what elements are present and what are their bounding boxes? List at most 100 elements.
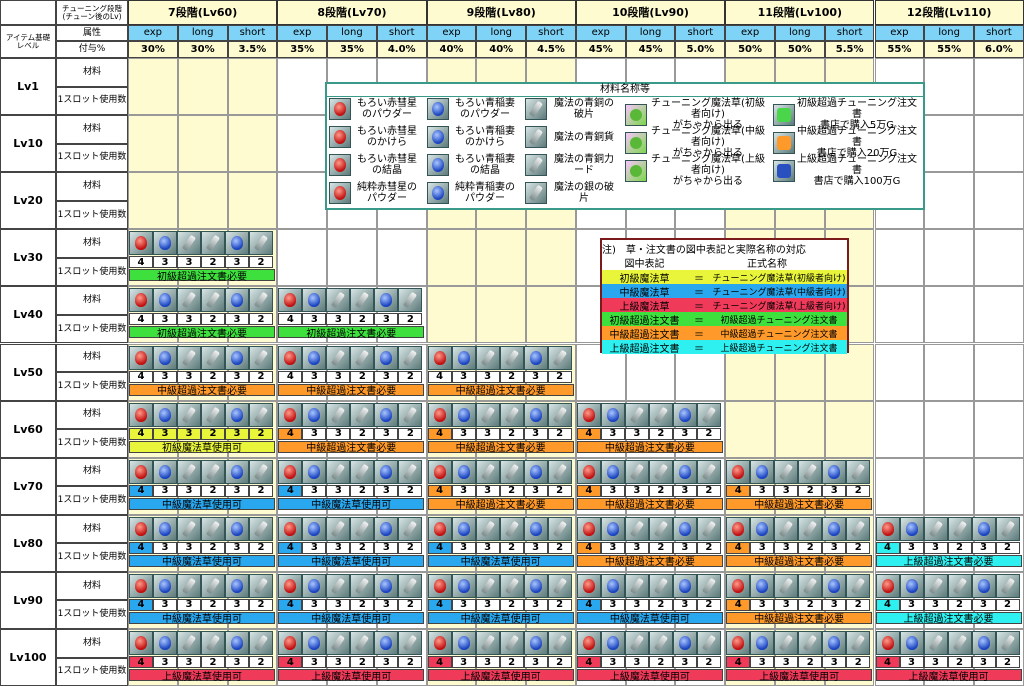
empty-cell <box>924 115 975 173</box>
legend-item-text: もろい赤彗星 の結晶 <box>357 154 417 176</box>
slot-count: 3 <box>774 598 799 611</box>
slot-count: 3 <box>302 370 327 383</box>
empty-cell <box>227 172 278 230</box>
material-icons <box>278 516 423 541</box>
slot-count: 4 <box>427 484 452 497</box>
legend-item: 魔法の青銅力 ード <box>525 154 623 176</box>
slot-count: 3 <box>822 598 847 611</box>
legend-item: 純粋青稲妻の パウダー <box>427 182 523 204</box>
red-orb-icon <box>427 402 452 427</box>
material-icons <box>576 631 721 655</box>
legend-item: 初級超過チューニング注文書 書店で購入5万G <box>773 98 921 131</box>
slot-count: 3 <box>475 541 500 554</box>
gray-blade-icon <box>201 631 225 655</box>
green-scroll-icon <box>773 103 795 126</box>
gray-blade-icon <box>947 573 972 598</box>
slot-count: 2 <box>350 370 375 383</box>
slot-count: 3 <box>672 484 697 497</box>
legend-item: チューニング魔法草(中級者向け) がちゃから出る <box>625 126 771 159</box>
empty-cell <box>774 400 825 458</box>
slot-count: 3 <box>326 427 351 440</box>
slot-count: 2 <box>350 541 375 554</box>
gray-blade-icon <box>547 516 572 541</box>
legend-item-text: 純粋赤彗星の パウダー <box>357 182 417 204</box>
requirement-label: 中級超過注文書必要 <box>427 440 574 454</box>
gray-blade-icon <box>177 231 201 256</box>
slot-count: 3 <box>523 427 548 440</box>
slot-count: 3 <box>971 598 996 611</box>
red-orb-icon <box>278 345 303 370</box>
slot-count: 4 <box>278 598 303 611</box>
slot-count: 4 <box>278 484 303 497</box>
empty-cell <box>924 229 975 287</box>
empty-cell <box>974 115 1024 173</box>
blue-orb-icon <box>153 631 177 655</box>
requirement-label: 中級魔法草使用可 <box>129 497 275 511</box>
red-orb-icon <box>576 631 601 655</box>
slot-count: 2 <box>398 313 423 326</box>
gray-blade-icon <box>350 459 375 484</box>
slot-count: 2 <box>547 541 572 554</box>
gray-blade-icon <box>798 459 823 484</box>
slot-count: 3 <box>326 541 351 554</box>
note-short-name: 初級超過注文書 <box>602 312 687 326</box>
blue-orb-icon <box>971 516 996 541</box>
slot-count: 3 <box>475 370 500 383</box>
note-short-name: 中級超過注文書 <box>602 326 687 340</box>
requirement-label: 中級超過注文書必要 <box>278 440 425 454</box>
slot-count: 4 <box>278 313 303 326</box>
blue-orb-icon <box>451 516 476 541</box>
blue-orb-icon <box>523 631 548 655</box>
slot-count: 3 <box>153 313 177 326</box>
materials-legend: 材料名称等 もろい赤彗星 のパウダー もろい青稲妻 のパウダー 魔法の青銅の 破片チ… <box>325 82 925 210</box>
row-material-label: 材料 <box>56 629 128 658</box>
gray-blade-icon <box>923 516 948 541</box>
gray-blade-icon <box>547 631 572 655</box>
slot-count: 2 <box>398 541 423 554</box>
empty-cell <box>426 229 477 287</box>
gray-blade-icon <box>350 631 375 655</box>
name-correspondence-note: 注) 草・注文書の図中表記と実際名称の対応 図中表記 正式名称 初級魔法草＝チューニン… <box>600 238 849 354</box>
attr-exp: exp <box>874 25 925 41</box>
blue-orb-icon <box>302 345 327 370</box>
slot-count: 3 <box>624 598 649 611</box>
slot-count: 3 <box>374 484 399 497</box>
slot-count: 2 <box>201 484 225 497</box>
note-short-name: 中級魔法草 <box>602 284 687 298</box>
gray-blade-icon <box>995 516 1020 541</box>
slot-count: 4 <box>726 656 751 668</box>
row-slot-label: 1スロット使用数 <box>56 86 128 116</box>
requirement-label: 中級超過注文書必要 <box>576 554 723 568</box>
slot-count: 3 <box>225 598 249 611</box>
slot-count: 2 <box>846 541 871 554</box>
gray-blade-icon <box>499 459 524 484</box>
slot-count: 3 <box>600 598 625 611</box>
note-full-name: 中級超過チューニング注文書 <box>711 326 847 340</box>
level-label: Lv10 <box>0 115 56 173</box>
requirement-label: 中級超過注文書必要 <box>576 497 723 511</box>
pct-value: 4.5% <box>526 41 576 58</box>
empty-cell <box>874 400 925 458</box>
row-material-label: 材料 <box>56 58 128 87</box>
blue-orb-icon <box>523 516 548 541</box>
material-icons <box>129 345 273 370</box>
slot-count: 3 <box>326 656 351 668</box>
blue-scroll-icon <box>773 159 795 182</box>
slot-count: 3 <box>326 598 351 611</box>
empty-cell <box>974 457 1024 515</box>
note-equals: ＝ <box>687 284 711 298</box>
gray-blade-icon <box>201 516 225 541</box>
material-icons <box>576 459 721 484</box>
blue-orb-icon <box>451 573 476 598</box>
slot-count: 3 <box>672 541 697 554</box>
slot-count: 2 <box>696 656 721 668</box>
slot-count: 4 <box>576 656 601 668</box>
gray-blade-icon <box>177 345 201 370</box>
blue-orb-icon <box>225 231 249 256</box>
legend-item-text: もろい青稲妻 のパウダー <box>455 98 515 120</box>
slot-count: 3 <box>451 656 476 668</box>
material-icons <box>129 402 273 427</box>
